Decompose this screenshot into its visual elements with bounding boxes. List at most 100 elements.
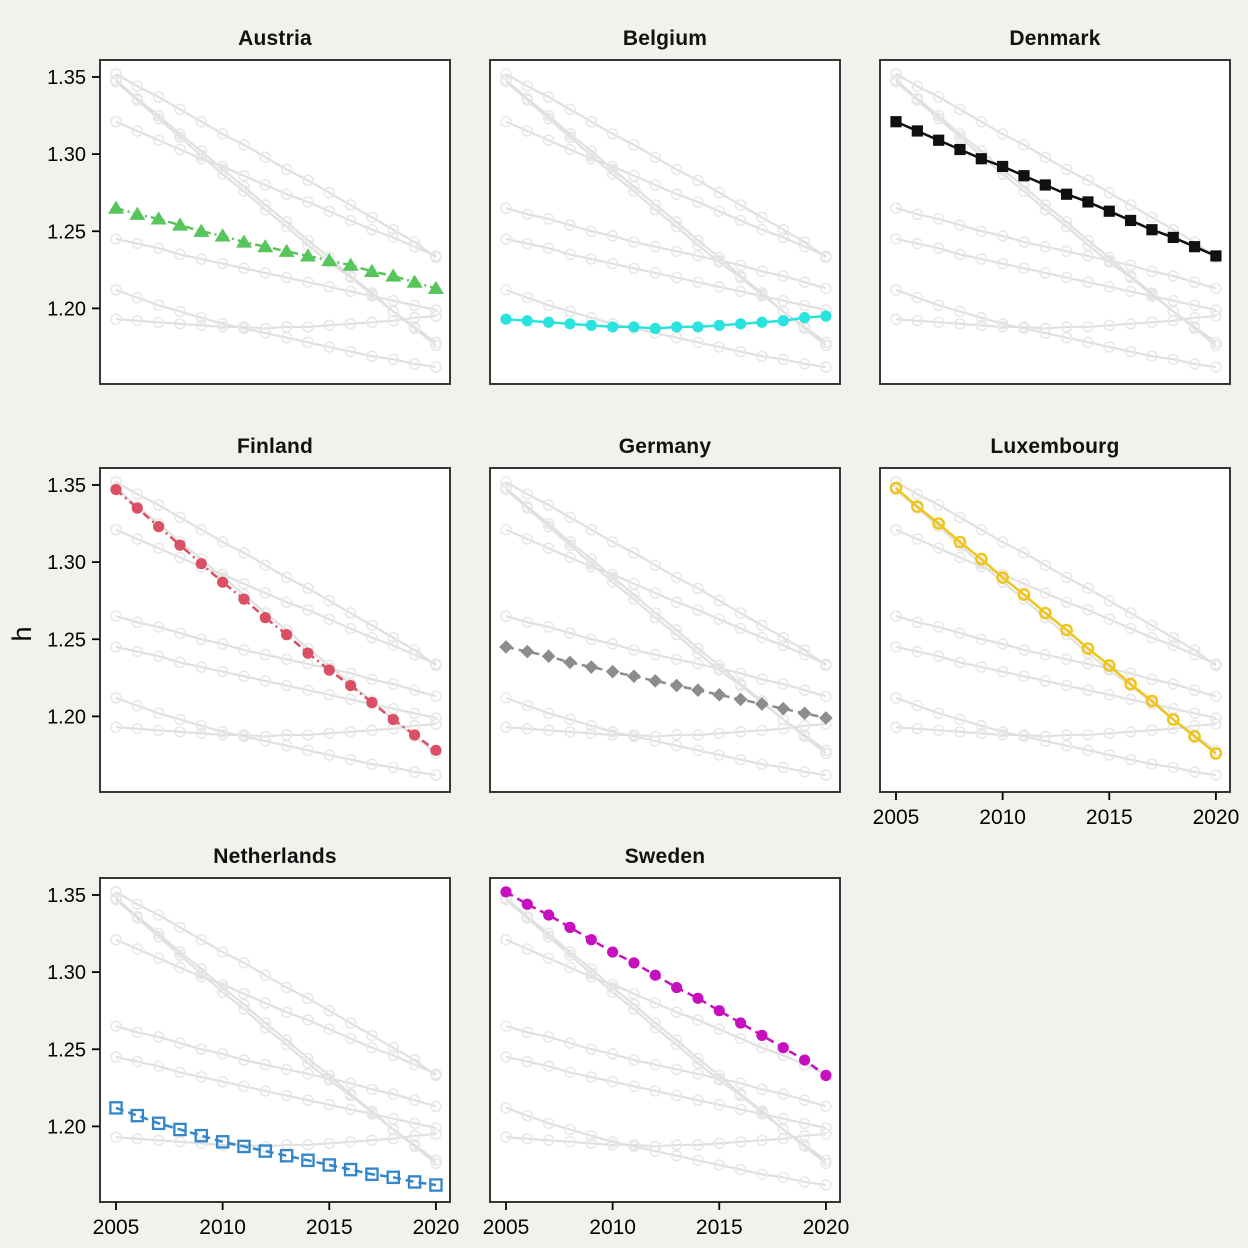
background-series-sweden [505,480,827,667]
y-tick-label: 1.35 [47,475,86,497]
background-series-netherlands [505,288,827,369]
background-series-luxembourg [505,897,827,1165]
x-tick-label: 2020 [413,1216,460,1239]
background-series-netherlands [505,696,827,777]
background-series-austria [115,615,437,698]
panel-sweden: Sweden 2005 2010 2015 2020 [483,836,850,1239]
x-tick-label: 2020 [1193,806,1240,829]
x-tick-label: 2005 [873,806,920,829]
background-series-netherlands [505,1106,827,1187]
background-series-germany [505,1055,827,1130]
panel-luxembourg: Luxembourg 2005 2010 2015 2020 [873,426,1240,829]
background-series-netherlands [895,288,1217,369]
x-tick-label: 2010 [199,1216,246,1239]
background-series-denmark [505,528,827,665]
x-tick-label: 2005 [93,1216,140,1239]
y-tick-label: 1.20 [47,1116,86,1138]
background-series-austria [505,615,827,698]
panel-plot-luxembourg: 2005 2010 2015 2020 [873,467,1239,829]
y-tick-label: 1.35 [47,885,86,907]
background-series-austria [895,207,1217,290]
y-tick-label: 1.20 [47,298,86,320]
panel-frame [879,467,1231,793]
background-series-sweden [115,890,437,1077]
background-series-belgium [895,723,1217,738]
x-tick-label: 2010 [979,806,1026,829]
background-series-sweden [115,72,437,259]
x-tick-label: 2015 [1086,806,1133,829]
background-series-sweden [895,480,1217,667]
panel-belgium: Belgium [489,18,841,385]
background-series-germany [115,237,437,312]
background-series-belgium [505,1133,827,1148]
panel-frame [489,467,841,793]
highlight-series-finland [115,488,437,752]
background-series-luxembourg [505,487,827,755]
highlight-series-sweden [505,890,827,1077]
background-series-denmark [505,120,827,257]
panel-plot-austria: 1.35 1.30 1.25 1.20 [47,59,451,385]
background-series-sweden [505,72,827,259]
background-series-belgium [505,723,827,738]
background-series-denmark [115,120,437,257]
background-series-austria [115,1025,437,1108]
panel-netherlands: Netherlands 1.35 1.30 1.25 1.20 2005 2010 2015 2… [47,836,459,1239]
y-tick-label: 1.20 [47,706,86,728]
y-tick-label: 1.30 [47,552,86,574]
y-tick-label: 1.35 [47,67,86,89]
background-series-belgium [115,315,437,330]
background-series-germany [115,645,437,720]
background-series-germany [115,1055,437,1130]
panel-frame [879,59,1231,385]
panel-title-finland: Finland [236,435,314,458]
background-series-luxembourg [115,79,437,347]
background-series-denmark [505,938,827,1075]
background-series-germany [895,237,1217,312]
panel-title-germany: Germany [618,435,712,458]
panel-title-denmark: Denmark [1009,27,1101,50]
y-axis-label: h [6,626,37,642]
x-tick-label: 2010 [589,1216,636,1239]
background-series-netherlands [115,288,437,369]
highlight-series-germany [505,645,827,720]
y-tick-label: 1.25 [47,1039,86,1061]
panel-frame [489,877,841,1203]
panel-finland: Finland 1.35 1.30 1.25 1.20 [47,426,451,793]
y-tick-label: 1.25 [47,629,86,651]
background-series-denmark [115,938,437,1075]
background-series-sweden [895,72,1217,259]
panel-germany: Germany [489,426,841,793]
background-series-netherlands [895,696,1217,777]
panel-plot-denmark [879,59,1231,385]
panel-plot-netherlands: 1.35 1.30 1.25 1.20 2005 2010 2015 2020 [47,877,459,1239]
y-tick-label: 1.25 [47,221,86,243]
panel-frame [99,59,451,385]
background-series-netherlands [115,696,437,777]
x-tick-label: 2005 [483,1216,530,1239]
panel-plot-sweden: 2005 2010 2015 2020 [483,877,849,1239]
x-tick-label: 2015 [696,1216,743,1239]
highlight-series-belgium [505,314,827,330]
y-tick-label: 1.30 [47,144,86,166]
panel-plot-germany [489,467,841,793]
panel-plot-finland: 1.35 1.30 1.25 1.20 [47,467,451,793]
background-series-sweden [115,480,437,667]
panel-frame [99,467,451,793]
highlight-series-austria [115,206,437,290]
y-tick-label: 1.30 [47,962,86,984]
background-series-luxembourg [115,897,437,1165]
background-series-austria [895,615,1217,698]
panel-title-austria: Austria [238,27,312,50]
panel-plot-belgium [489,59,841,385]
x-tick-label: 2015 [306,1216,353,1239]
panel-denmark: Denmark [879,18,1231,385]
background-series-austria [505,207,827,290]
background-series-denmark [115,528,437,665]
highlight-series-netherlands [115,1106,437,1187]
background-series-luxembourg [505,79,827,347]
background-series-belgium [115,723,437,738]
background-series-luxembourg [895,79,1217,347]
panel-frame [489,59,841,385]
panel-frame [99,877,451,1203]
